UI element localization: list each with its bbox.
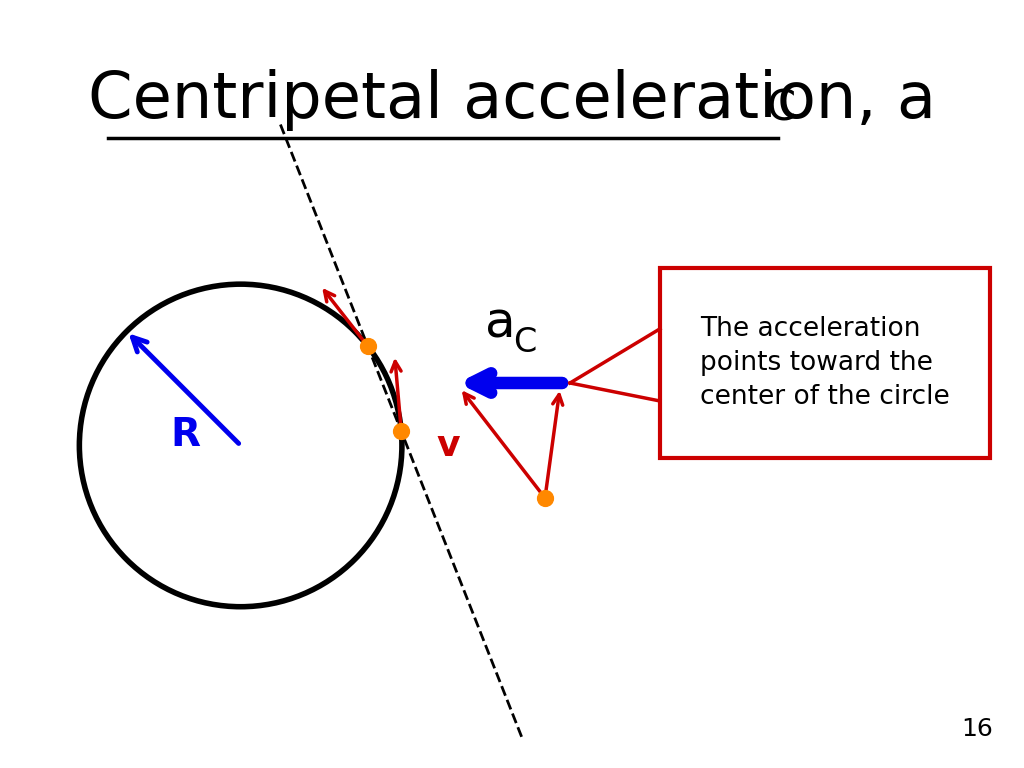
Text: v: v (436, 429, 460, 463)
Text: The acceleration
points toward the
center of the circle: The acceleration points toward the cente… (700, 316, 950, 410)
Point (537, 492, 553, 504)
Text: R: R (171, 416, 201, 455)
Point (359, 340, 376, 353)
Text: C: C (513, 326, 537, 359)
Text: C: C (767, 87, 796, 129)
FancyBboxPatch shape (660, 268, 990, 458)
Point (393, 425, 410, 438)
Text: 16: 16 (962, 717, 993, 741)
Text: Centripetal acceleration, a: Centripetal acceleration, a (88, 69, 936, 131)
Text: a: a (484, 299, 515, 347)
